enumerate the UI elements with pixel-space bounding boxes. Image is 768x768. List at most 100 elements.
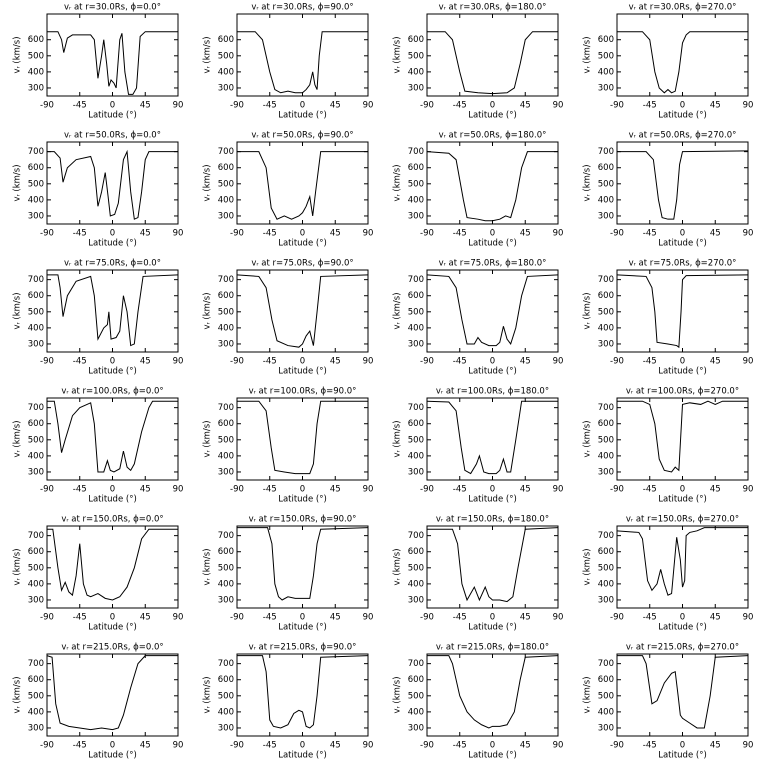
panel-title: vᵣ at r=100.0Rs, ϕ=180.0° bbox=[436, 387, 549, 397]
profile-line bbox=[237, 31, 368, 94]
x-tick-label: -45 bbox=[73, 229, 87, 239]
y-tick-label: 300 bbox=[28, 83, 44, 93]
x-tick-label: -45 bbox=[73, 101, 87, 111]
panel-title: vᵣ at r=75.0Rs, ϕ=270.0° bbox=[629, 259, 737, 269]
y-tick-label: 500 bbox=[218, 179, 234, 189]
x-axis-label: Latitude (°) bbox=[88, 751, 137, 761]
profile-line bbox=[47, 528, 178, 601]
y-tick-label: 400 bbox=[218, 67, 234, 77]
x-axis-label: Latitude (°) bbox=[278, 367, 327, 377]
plot-frame bbox=[236, 269, 369, 353]
panel: vᵣ at r=50.0Rs, ϕ=90.0° -90 -45 0 45 90 300 400… bbox=[203, 131, 374, 249]
plot-frame bbox=[46, 397, 179, 481]
panel-title: vᵣ at r=100.0Rs, ϕ=270.0° bbox=[626, 387, 739, 397]
x-axis-label: Latitude (°) bbox=[278, 495, 327, 505]
y-tick-label: 600 bbox=[28, 675, 44, 685]
plot-frame bbox=[46, 525, 179, 609]
x-tick-label: 90 bbox=[363, 101, 374, 111]
x-tick-label: 45 bbox=[520, 741, 531, 751]
x-tick-label: -90 bbox=[230, 485, 244, 495]
y-tick-label: 500 bbox=[598, 307, 614, 317]
y-axis-label: vᵣ (km/s) bbox=[393, 36, 403, 73]
y-tick-label: 700 bbox=[218, 403, 234, 413]
y-axis-label: vᵣ (km/s) bbox=[13, 292, 23, 329]
y-tick-label: 400 bbox=[598, 579, 614, 589]
x-tick-label: 0 bbox=[300, 613, 305, 623]
x-tick-label: -90 bbox=[420, 357, 434, 367]
x-tick-label: 0 bbox=[490, 229, 495, 239]
y-tick-label: 600 bbox=[408, 419, 424, 429]
x-axis-label: Latitude (°) bbox=[278, 751, 327, 761]
panel-title: vᵣ at r=50.0Rs, ϕ=270.0° bbox=[629, 131, 737, 141]
x-axis-label: Latitude (°) bbox=[468, 367, 517, 377]
profile-line bbox=[427, 527, 559, 603]
x-tick-label: -45 bbox=[453, 485, 467, 495]
x-tick-label: -90 bbox=[420, 485, 434, 495]
y-tick-label: 400 bbox=[598, 451, 614, 461]
panel: vᵣ at r=50.0Rs, ϕ=180.0° -90 -45 0 45 90 300 40… bbox=[393, 131, 564, 249]
y-tick-label: 500 bbox=[218, 435, 234, 445]
x-tick-label: 90 bbox=[743, 485, 754, 495]
y-tick-label: 500 bbox=[408, 51, 424, 61]
x-tick-label: 90 bbox=[553, 101, 564, 111]
y-axis-label: vᵣ (km/s) bbox=[583, 420, 593, 457]
y-tick-label: 400 bbox=[218, 323, 234, 333]
y-tick-label: 400 bbox=[218, 451, 234, 461]
plot-frame bbox=[426, 525, 559, 609]
y-tick-label: 300 bbox=[28, 467, 44, 477]
panel-title: vᵣ at r=150.0Rs, ϕ=90.0° bbox=[249, 515, 357, 525]
panel-title: vᵣ at r=215.0Rs, ϕ=90.0° bbox=[249, 643, 357, 653]
x-tick-label: 90 bbox=[173, 101, 184, 111]
y-tick-label: 400 bbox=[218, 579, 234, 589]
y-tick-label: 400 bbox=[598, 67, 614, 77]
y-axis-label: vᵣ (km/s) bbox=[393, 420, 403, 457]
y-tick-label: 700 bbox=[28, 403, 44, 413]
panel: vᵣ at r=150.0Rs, ϕ=180.0° -90 -45 0 45 90 300 4… bbox=[393, 515, 564, 633]
y-axis-label: vᵣ (km/s) bbox=[583, 548, 593, 585]
y-axis-label: vᵣ (km/s) bbox=[13, 676, 23, 713]
x-tick-label: 90 bbox=[173, 741, 184, 751]
profile-line bbox=[617, 655, 749, 729]
x-tick-label: 0 bbox=[110, 613, 115, 623]
y-tick-label: 700 bbox=[408, 147, 424, 157]
y-axis-label: vᵣ (km/s) bbox=[203, 548, 213, 585]
x-tick-label: -45 bbox=[263, 741, 277, 751]
y-tick-label: 500 bbox=[218, 51, 234, 61]
y-tick-label: 300 bbox=[598, 467, 614, 477]
x-tick-label: 0 bbox=[110, 485, 115, 495]
x-tick-label: 45 bbox=[140, 101, 151, 111]
x-axis-label: Latitude (°) bbox=[88, 111, 137, 121]
y-tick-label: 300 bbox=[408, 83, 424, 93]
x-tick-label: 45 bbox=[330, 485, 341, 495]
panel: vᵣ at r=100.0Rs, ϕ=270.0° -90 -45 0 45 90 300 4… bbox=[583, 387, 754, 505]
y-tick-label: 600 bbox=[218, 35, 234, 45]
x-tick-label: 0 bbox=[300, 485, 305, 495]
panel: vᵣ at r=50.0Rs, ϕ=270.0° -90 -45 0 45 90 300 40… bbox=[583, 131, 754, 249]
profile-line bbox=[617, 150, 749, 220]
panel: vᵣ at r=100.0Rs, ϕ=180.0° -90 -45 0 45 90 300 4… bbox=[393, 387, 564, 505]
y-tick-label: 500 bbox=[408, 435, 424, 445]
y-tick-label: 500 bbox=[28, 691, 44, 701]
y-tick-label: 700 bbox=[598, 275, 614, 285]
profile-line bbox=[237, 655, 369, 729]
y-tick-label: 600 bbox=[408, 547, 424, 557]
panel-title: vᵣ at r=50.0Rs, ϕ=90.0° bbox=[251, 131, 353, 141]
y-tick-label: 500 bbox=[598, 51, 614, 61]
panel-title: vᵣ at r=100.0Rs, ϕ=0.0° bbox=[61, 387, 163, 397]
profile-line bbox=[616, 274, 749, 349]
y-axis-label: vᵣ (km/s) bbox=[393, 292, 403, 329]
profile-line bbox=[46, 655, 178, 731]
profile-line bbox=[426, 400, 558, 475]
y-tick-label: 500 bbox=[598, 691, 614, 701]
x-tick-label: 90 bbox=[553, 229, 564, 239]
x-tick-label: -90 bbox=[230, 101, 244, 111]
panel: vᵣ at r=150.0Rs, ϕ=0.0° -90 -45 0 45 90 300 400… bbox=[13, 515, 184, 633]
plot-frame bbox=[616, 141, 749, 225]
panel-title: vᵣ at r=75.0Rs, ϕ=180.0° bbox=[439, 259, 547, 269]
profile-line bbox=[47, 149, 178, 220]
panel-title: vᵣ at r=215.0Rs, ϕ=0.0° bbox=[61, 643, 163, 653]
panel-title: vᵣ at r=75.0Rs, ϕ=0.0° bbox=[64, 259, 161, 269]
y-tick-label: 500 bbox=[408, 563, 424, 573]
y-tick-label: 300 bbox=[408, 595, 424, 605]
y-tick-label: 500 bbox=[408, 691, 424, 701]
